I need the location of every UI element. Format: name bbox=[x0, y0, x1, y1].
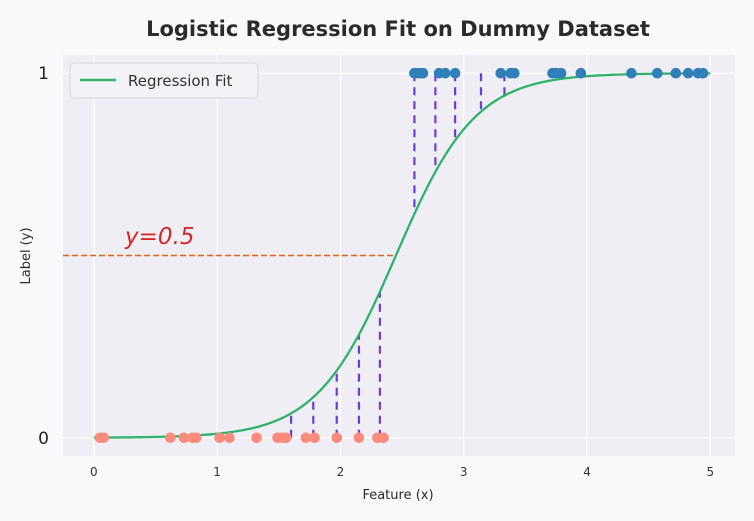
data-point-label-1 bbox=[697, 67, 709, 79]
point-layer bbox=[94, 67, 709, 444]
legend: Regression Fit bbox=[69, 62, 259, 99]
data-point-label-0 bbox=[214, 432, 225, 444]
data-point-label-1 bbox=[555, 67, 567, 79]
data-point-label-0 bbox=[280, 432, 292, 444]
tick-layer: 0 1 2 3 4 5 0 1 bbox=[38, 64, 714, 479]
data-point-label-0 bbox=[98, 432, 109, 444]
legend-box bbox=[69, 62, 259, 99]
data-point-label-0 bbox=[309, 432, 320, 444]
y-axis-label: Label (y) bbox=[19, 227, 34, 284]
threshold-annotation: y=0.5 bbox=[124, 224, 194, 250]
data-point-label-1 bbox=[495, 67, 507, 79]
data-point-label-1 bbox=[508, 67, 520, 79]
x-tick-label: 2 bbox=[337, 465, 345, 479]
data-point-label-0 bbox=[353, 432, 365, 444]
data-point-label-0 bbox=[251, 432, 262, 444]
data-point-label-1 bbox=[417, 67, 429, 79]
data-point-label-1 bbox=[449, 67, 461, 79]
legend-label: Regression Fit bbox=[128, 72, 233, 90]
data-point-label-0 bbox=[378, 432, 389, 444]
data-point-label-1 bbox=[682, 67, 694, 79]
x-tick-label: 4 bbox=[583, 465, 591, 479]
data-point-label-0 bbox=[190, 432, 202, 444]
x-tick-label: 3 bbox=[460, 465, 468, 479]
y-tick-label: 1 bbox=[38, 64, 49, 84]
data-point-label-1 bbox=[626, 67, 637, 79]
chart-title: Logistic Regression Fit on Dummy Dataset bbox=[146, 17, 650, 41]
x-tick-label: 0 bbox=[90, 465, 98, 479]
x-tick-label: 1 bbox=[213, 465, 221, 479]
x-axis-label: Feature (x) bbox=[362, 488, 433, 503]
y-tick-label: 0 bbox=[38, 429, 49, 449]
data-point-label-0 bbox=[224, 432, 235, 444]
data-point-label-0 bbox=[164, 432, 176, 444]
data-point-label-1 bbox=[652, 67, 663, 79]
data-point-label-1 bbox=[670, 67, 682, 79]
data-point-label-0 bbox=[178, 432, 190, 444]
data-point-label-0 bbox=[331, 432, 343, 444]
data-point-label-1 bbox=[439, 67, 451, 79]
x-tick-label: 5 bbox=[707, 465, 715, 479]
data-point-label-0 bbox=[300, 432, 312, 444]
data-point-label-1 bbox=[575, 67, 587, 79]
